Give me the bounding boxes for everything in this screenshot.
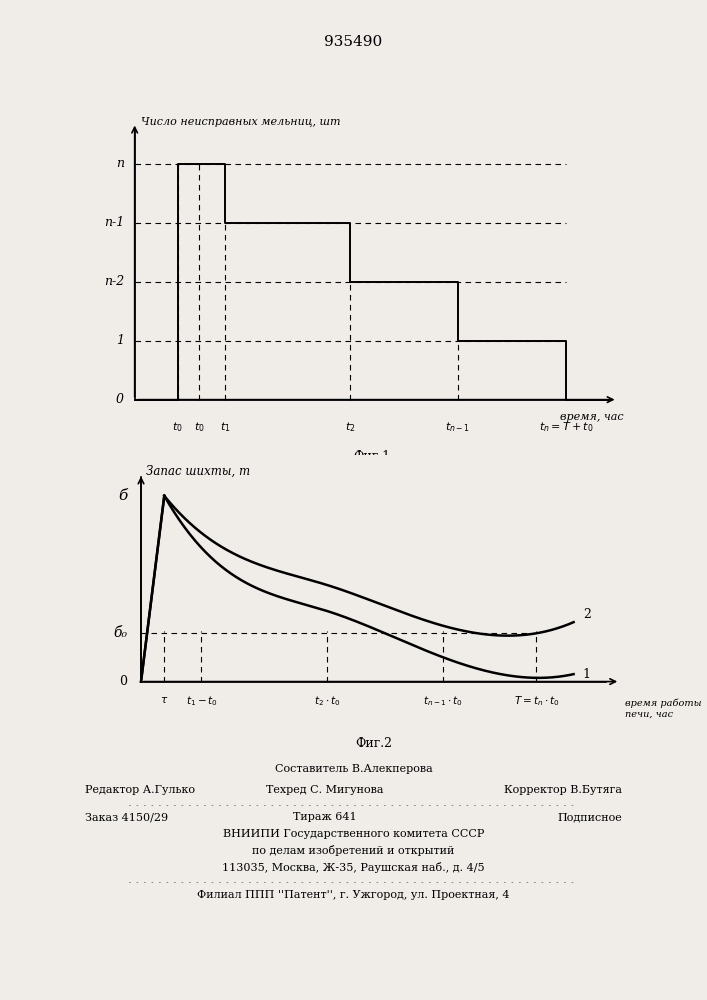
Text: по делам изобретений и открытий: по делам изобретений и открытий [252, 845, 455, 856]
Text: n: n [116, 157, 124, 170]
Text: - - - - - - - - - - - - - - - - - - - - - - - - - - - - - - - - - - - - - - - - : - - - - - - - - - - - - - - - - - - - - … [129, 803, 578, 808]
Text: Редактор А.Гулько: Редактор А.Гулько [85, 785, 195, 795]
Text: 0: 0 [116, 393, 124, 406]
Text: 0: 0 [119, 675, 127, 688]
Text: время работы
печи, час: время работы печи, час [625, 698, 701, 718]
Text: б: б [118, 489, 127, 503]
Text: Корректор В.Бутяга: Корректор В.Бутяга [504, 785, 622, 795]
Text: Фиг.1: Фиг.1 [354, 450, 390, 463]
Text: Заказ 4150/29: Заказ 4150/29 [85, 812, 168, 822]
Text: Техред С. Мигунова: Техред С. Мигунова [267, 785, 384, 795]
Text: Подписное: Подписное [557, 812, 622, 822]
Text: n-2: n-2 [104, 275, 124, 288]
Text: Число неисправных мельниц, шт: Число неисправных мельниц, шт [141, 117, 341, 127]
Text: 1: 1 [583, 668, 591, 681]
Text: Тираж 641: Тираж 641 [293, 812, 357, 822]
Text: время, час: время, час [561, 412, 624, 422]
Text: - - - - - - - - - - - - - - - - - - - - - - - - - - - - - - - - - - - - - - - - : - - - - - - - - - - - - - - - - - - - - … [129, 880, 578, 885]
Text: 1: 1 [116, 334, 124, 347]
Text: $t_{n-1}$: $t_{n-1}$ [445, 420, 471, 434]
Text: $\tau$: $\tau$ [160, 695, 168, 705]
Text: Запас шихты, т: Запас шихты, т [146, 464, 250, 477]
Text: $t_0$: $t_0$ [194, 420, 205, 434]
Text: 935490: 935490 [325, 35, 382, 49]
Text: n-1: n-1 [104, 216, 124, 229]
Text: 2: 2 [583, 608, 591, 621]
Text: $T=t_n\cdot t_0$: $T=t_n\cdot t_0$ [513, 695, 559, 708]
Text: 113035, Москва, Ж-35, Раушская наб., д. 4/5: 113035, Москва, Ж-35, Раушская наб., д. … [222, 862, 485, 873]
Text: $t_n=T+t_0$: $t_n=T+t_0$ [539, 420, 593, 434]
Text: ВНИИПИ Государственного комитета СССР: ВНИИПИ Государственного комитета СССР [223, 829, 484, 839]
Text: Составитель В.Алекперова: Составитель В.Алекперова [274, 764, 433, 774]
Text: $t_2\cdot t_0$: $t_2\cdot t_0$ [314, 695, 340, 708]
Text: $t_0$: $t_0$ [173, 420, 183, 434]
Text: Филиал ППП ''Патент'', г. Ужгород, ул. Проектная, 4: Филиал ППП ''Патент'', г. Ужгород, ул. П… [197, 890, 510, 900]
Text: $t_1-t_0$: $t_1-t_0$ [185, 695, 218, 708]
Text: $t_1$: $t_1$ [220, 420, 230, 434]
Text: $t_{n-1}\cdot t_0$: $t_{n-1}\cdot t_0$ [423, 695, 463, 708]
Text: б₀: б₀ [113, 626, 127, 640]
Text: $t_2$: $t_2$ [345, 420, 356, 434]
Text: Фиг.2: Фиг.2 [355, 737, 392, 750]
